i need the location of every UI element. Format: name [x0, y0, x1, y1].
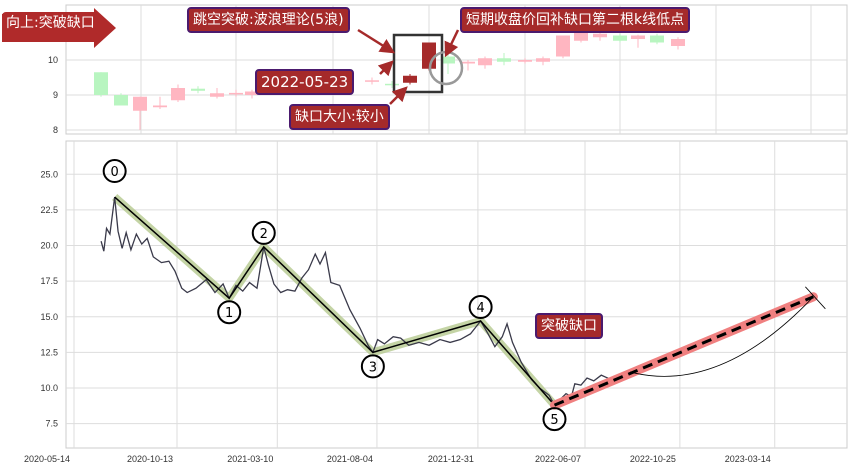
wave-marker — [468, 295, 493, 320]
candle-body — [191, 88, 205, 91]
candle-body — [403, 75, 417, 83]
bottom-x-tick: 2023-03-14 — [725, 454, 771, 464]
wave-label: 0 — [111, 165, 119, 180]
bottom-x-tick: 2021-08-04 — [327, 454, 373, 464]
bottom-y-tick: 15.0 — [40, 312, 58, 322]
candle-body — [631, 35, 645, 39]
candle-body — [650, 35, 664, 43]
candle-body — [671, 39, 685, 46]
wave-marker — [360, 354, 385, 379]
candle-body — [153, 105, 167, 108]
wave-marker — [251, 220, 276, 245]
wave-label: 4 — [476, 301, 484, 316]
wave-line — [114, 196, 556, 406]
bottom-x-tick: 2021-03-10 — [227, 454, 273, 464]
candle-body — [245, 91, 259, 95]
candle-body — [593, 33, 607, 38]
projection-end-tick — [805, 286, 826, 310]
annotation-arrow — [377, 60, 394, 77]
top-y-tick: 10 — [48, 55, 58, 65]
candle-body — [441, 56, 455, 64]
candle-body — [422, 42, 436, 69]
projection-dashed-line — [553, 295, 814, 407]
candle-body — [497, 58, 511, 62]
bottom-x-tick: 2020-10-13 — [127, 454, 173, 464]
candle-body — [94, 72, 108, 95]
candle-body — [478, 58, 492, 66]
gap-breakout-label: 突破缺口 — [535, 313, 603, 339]
candle-body — [171, 88, 185, 101]
gap-size-label: 缺口大小:较小 — [289, 104, 390, 130]
candle-body — [536, 58, 550, 62]
annotation-arrow — [389, 86, 408, 105]
pattern-label: 跳空突破:波浪理论(5浪) — [187, 7, 350, 33]
candle-body — [229, 92, 243, 95]
candle-body — [613, 35, 627, 41]
projection-arc — [629, 296, 814, 377]
candle-body — [461, 61, 475, 64]
candle-body — [365, 80, 379, 82]
candle-body — [385, 83, 399, 86]
annotation-arrow — [444, 29, 460, 58]
wave-marker — [102, 159, 127, 184]
trend-label: 向上:突破缺口 — [2, 12, 99, 34]
bottom-y-tick: 17.5 — [40, 276, 58, 286]
bottom-y-tick: 12.5 — [40, 347, 58, 357]
candle-body — [114, 95, 128, 106]
bottom-y-tick: 10.0 — [40, 383, 58, 393]
gap-highlight-box — [392, 33, 444, 94]
date-label: 2022-05-23 — [255, 69, 355, 95]
bottom-y-tick: 7.5 — [45, 419, 58, 429]
bottom-y-tick: 25.0 — [40, 169, 58, 179]
bottom-axes-frame — [65, 140, 848, 449]
wave-marker — [217, 300, 242, 325]
wave-label: 2 — [260, 227, 268, 242]
bottom-y-tick: 22.5 — [40, 205, 58, 215]
bottom-x-tick: 2022-10-25 — [630, 454, 676, 464]
candle-body — [556, 35, 570, 57]
candle-body — [518, 60, 532, 62]
wave-label: 3 — [369, 360, 377, 375]
bottom-x-tick: 2022-06-07 — [535, 454, 581, 464]
wave-label: 1 — [225, 306, 233, 321]
candle-body — [574, 32, 588, 41]
top-y-tick: 8 — [53, 125, 58, 135]
bottom-x-tick: 2021-12-31 — [428, 454, 474, 464]
wave-marker — [542, 407, 567, 432]
candle-body — [133, 96, 147, 111]
top-y-tick: 9 — [53, 90, 58, 100]
bottom-y-tick: 20.0 — [40, 241, 58, 251]
candle-body — [210, 93, 224, 97]
annotation-arrow — [357, 28, 396, 54]
wave-label: 5 — [550, 413, 558, 428]
bottom-x-tick: 2020-05-14 — [24, 454, 70, 464]
refill-label: 短期收盘价回补缺口第二根k线低点 — [460, 7, 691, 33]
top-axes-frame — [65, 4, 848, 135]
